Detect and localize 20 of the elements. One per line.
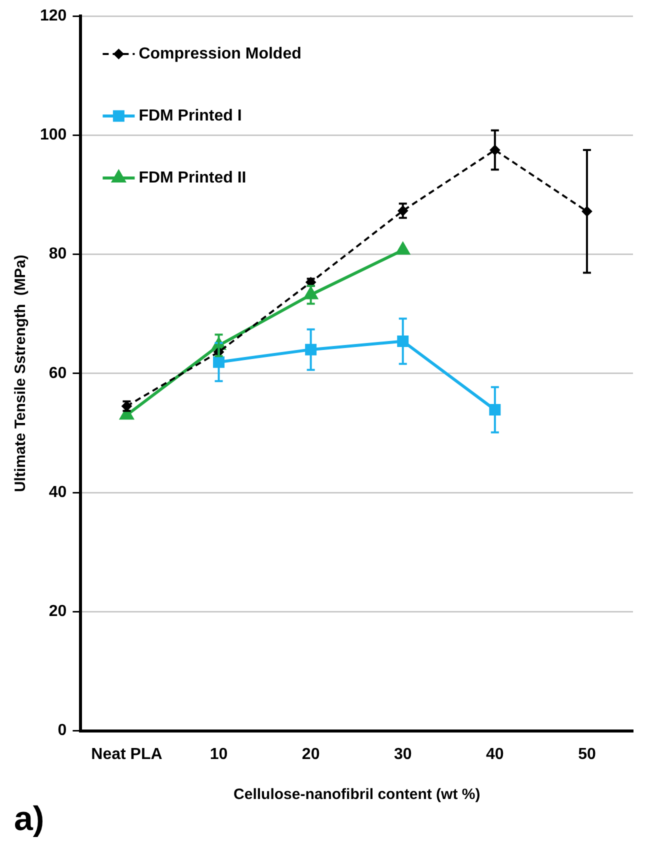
x-tick-label: 10 — [210, 746, 228, 763]
legend-label: FDM Printed I — [138, 107, 242, 124]
y-tick-label: 20 — [48, 603, 67, 620]
y-tick-label: 0 — [58, 722, 67, 740]
x-tick-label: 20 — [302, 746, 320, 763]
point — [396, 242, 410, 255]
x-tick-label: 40 — [486, 746, 504, 763]
y-tick-label: 100 — [40, 126, 67, 144]
y-tick-label: 120 — [40, 7, 67, 24]
x-tick-label: 50 — [578, 746, 596, 763]
y-tick-label: 80 — [48, 246, 67, 263]
x-tick-label: 30 — [394, 746, 412, 763]
x-tick-label: Neat PLA — [91, 746, 163, 763]
y-tick-label: 40 — [48, 484, 67, 501]
legend-label: FDM Printed II — [138, 169, 246, 186]
text: a) — [14, 800, 44, 838]
x-axis-title: Cellulose-nanofibril content (wt %) — [234, 786, 480, 804]
y-axis-title: Ultimate Tensile Sstrength (MPa) — [12, 254, 30, 492]
y-tick-label: 60 — [48, 364, 67, 382]
legend-label: Compression Molded — [138, 45, 302, 62]
